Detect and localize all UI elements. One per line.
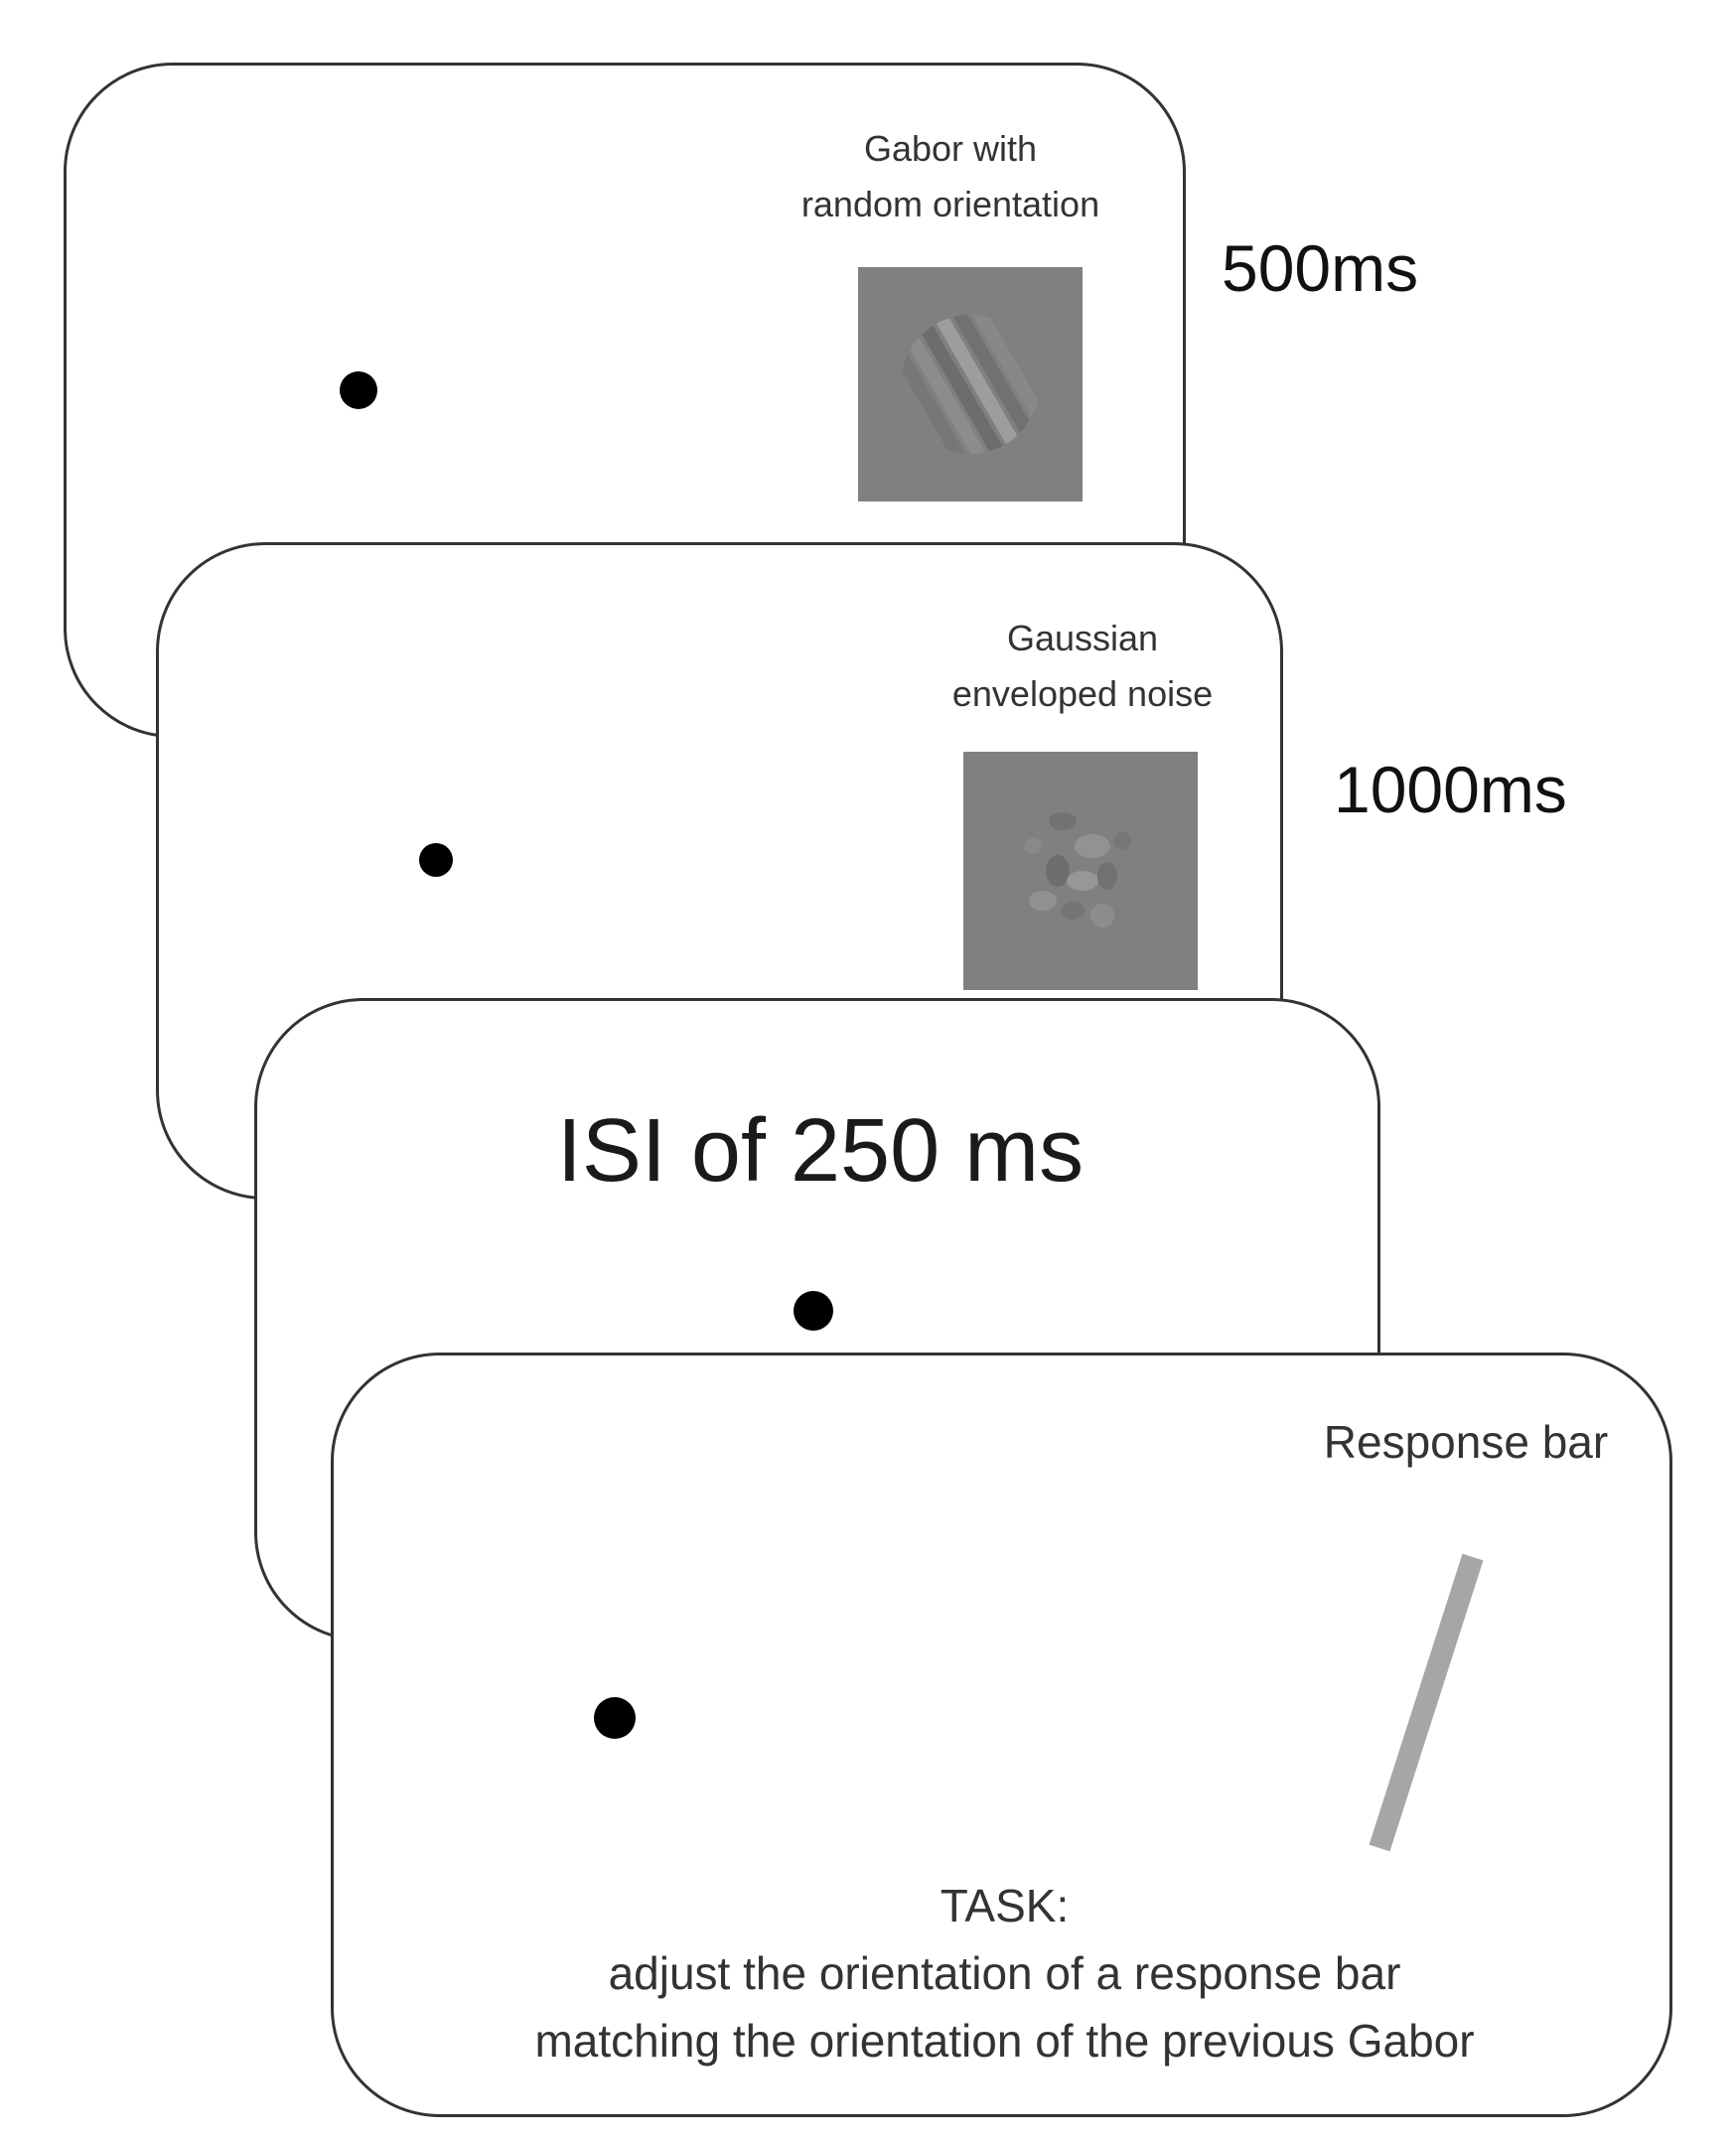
gabor-patch-graphic — [858, 267, 1083, 501]
noise-label-line-2: enveloped noise — [951, 673, 1214, 714]
task-line-1: adjust the orientation of a response bar — [608, 1947, 1401, 1999]
isi-title: ISI of 250 ms — [556, 1101, 1085, 1201]
noise-patch — [963, 752, 1198, 990]
response-bar-label: Response bar — [1323, 1416, 1609, 1468]
task-instructions: TASK: adjust the orientation of a respon… — [334, 1872, 1675, 2074]
gabor-patch — [858, 267, 1083, 501]
duration-500: 500ms — [1222, 231, 1419, 305]
duration-1000: 1000ms — [1334, 753, 1567, 826]
response-bar[interactable] — [1327, 1544, 1506, 1872]
gabor-label-line-1: Gabor with — [863, 128, 1038, 169]
noise-patch-graphic — [963, 752, 1198, 990]
fixation-dot — [794, 1291, 833, 1331]
fixation-dot — [340, 371, 377, 409]
noise-label-line-1: Gaussian — [1006, 618, 1159, 658]
fixation-dot — [594, 1697, 636, 1739]
task-line-2: matching the orientation of the previous… — [534, 2015, 1475, 2067]
task-heading: TASK: — [940, 1880, 1070, 1931]
noise-label: Gaussian enveloped noise — [884, 611, 1281, 722]
fixation-dot — [419, 843, 453, 877]
frame-response: Response bar TASK: adjust the orientatio… — [331, 1353, 1672, 2117]
gabor-label-line-2: random orientation — [800, 184, 1100, 224]
gabor-label: Gabor with random orientation — [752, 121, 1149, 232]
